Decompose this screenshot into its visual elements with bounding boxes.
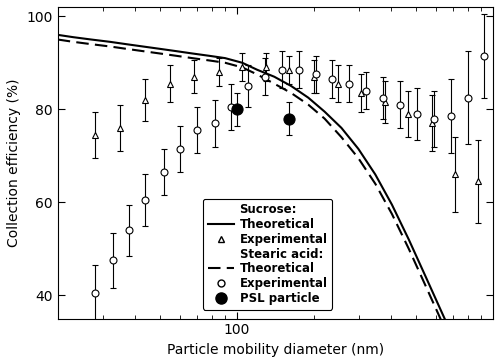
Legend: Sucrose:, Theoretical, Experimental, Stearic acid:, Theoretical, Experimental, P: Sucrose:, Theoretical, Experimental, Ste… — [203, 198, 332, 310]
Y-axis label: Collection efficiency (%): Collection efficiency (%) — [7, 79, 21, 247]
X-axis label: Particle mobility diameter (nm): Particle mobility diameter (nm) — [167, 343, 384, 357]
